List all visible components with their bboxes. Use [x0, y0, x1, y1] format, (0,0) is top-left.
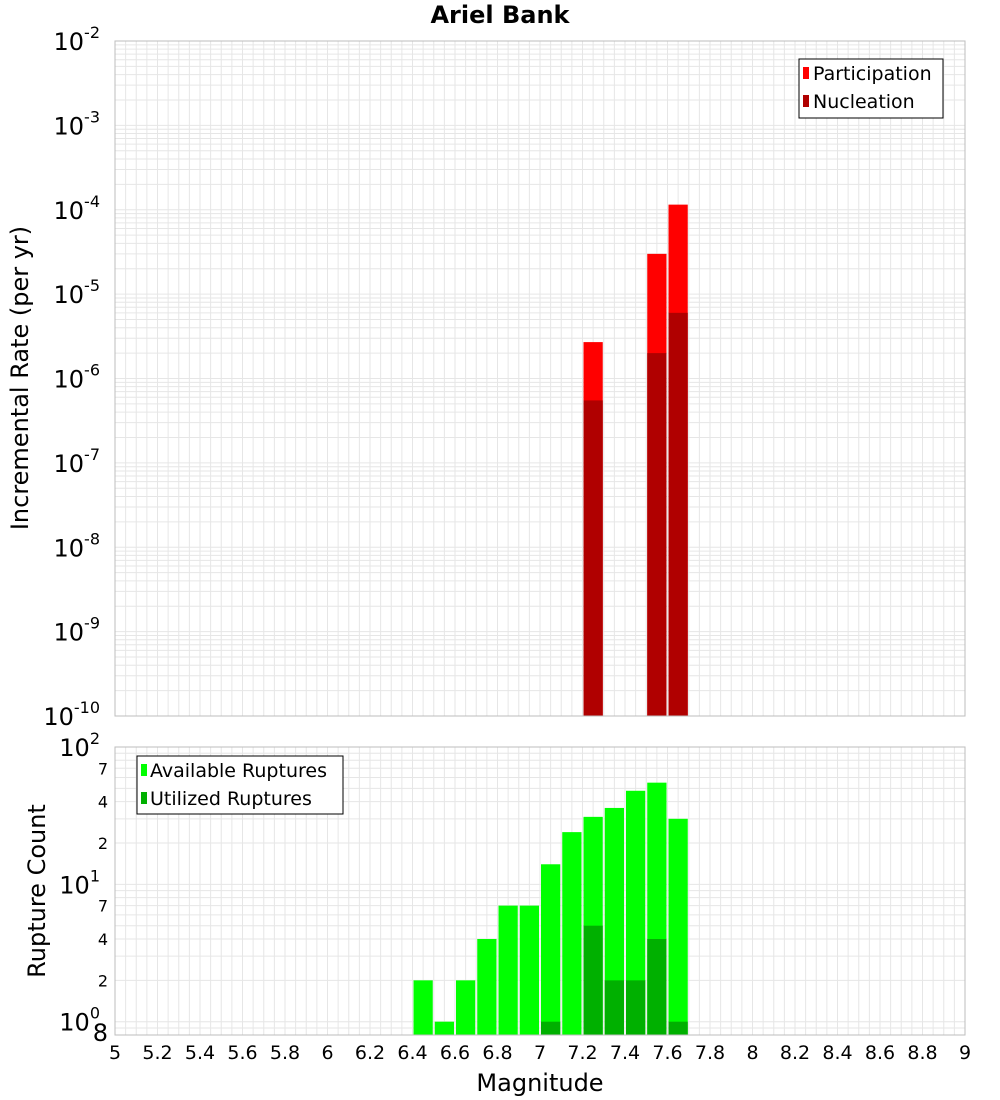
x-tick-label: 8.8: [907, 1042, 937, 1064]
rate-y-tick-label: 10-4: [54, 192, 101, 225]
x-tick-label: 7.2: [567, 1042, 597, 1064]
count-legend-label: Utilized Ruptures: [150, 788, 312, 810]
rate-y-tick-labels: 10-10 10-9 10-8 10-7 10-6 10-5 10-4 10-3 10-2: [43, 23, 100, 731]
x-tick-label: 8.4: [822, 1042, 852, 1064]
rate-legend-swatch: [803, 67, 809, 79]
rate-bars: [583, 204, 688, 717]
rate-y-tick-label: 10-6: [54, 361, 101, 394]
x-tick-label: 8.2: [780, 1042, 810, 1064]
count-y-minor-label: 7: [98, 897, 108, 916]
x-tick-label: 6.4: [397, 1042, 427, 1064]
rate-y-axis-label: Incremental Rate (per yr): [6, 226, 34, 530]
x-tick-label: 7.8: [695, 1042, 725, 1064]
available-ruptures-bar: [541, 864, 561, 1035]
count-legend-swatch: [141, 792, 147, 804]
count-legend: Available Ruptures Utilized Ruptures: [136, 755, 344, 815]
available-ruptures-bar: [519, 905, 539, 1035]
utilized-ruptures-bar: [604, 980, 624, 1035]
x-tick-label: 7.6: [652, 1042, 682, 1064]
available-ruptures-bar: [413, 980, 433, 1035]
count-y-minor-label: 7: [98, 759, 108, 778]
rate-legend-swatch: [803, 95, 809, 107]
utilized-ruptures-bar: [647, 939, 667, 1035]
rate-legend-label: Participation: [813, 63, 932, 85]
x-tick-label: 5.2: [142, 1042, 172, 1064]
count-y-minor-label: 2: [98, 834, 108, 853]
count-y-axis-label: Rupture Count: [23, 804, 51, 978]
rate-y-tick-label: 10-2: [54, 23, 101, 56]
x-tick-labels: 5 5.2 5.4 5.6 5.8 6 6.2 6.4 6.6 6.8 7 7.2 7.4 7.6 7.8 8…: [109, 1042, 971, 1064]
count-legend-box: [136, 755, 344, 815]
available-ruptures-bar: [477, 939, 497, 1035]
available-ruptures-bar: [562, 832, 582, 1035]
count-plot-frame: [114, 746, 966, 1036]
available-ruptures-bar: [498, 905, 518, 1035]
nucleation-bar: [647, 353, 667, 716]
rate-y-tick-label: 10-5: [54, 276, 101, 309]
available-ruptures-bar: [456, 980, 476, 1035]
count-y-minor-label: 2: [98, 971, 108, 990]
x-tick-label: 6.6: [440, 1042, 470, 1064]
utilized-ruptures-bar: [583, 925, 603, 1035]
count-y-tick-labels: 100 101 102 8 2 4 7 2 4 7: [59, 729, 108, 1047]
x-tick-label: 9: [959, 1042, 971, 1064]
count-y-tick-label: 101: [59, 866, 100, 899]
x-tick-label: 5: [109, 1042, 121, 1064]
rate-legend-box: [798, 58, 944, 119]
rate-y-tick-label: 10-3: [54, 107, 101, 140]
count-panel: 100 101 102 8 2 4 7 2 4 7 Rupture Count Available…: [23, 729, 966, 1047]
count-y-tick-label: 102: [59, 729, 100, 762]
x-tick-label: 5.6: [227, 1042, 257, 1064]
nucleation-bar: [583, 400, 603, 716]
rate-plot-frame: [114, 40, 966, 717]
x-tick-label: 8: [746, 1042, 758, 1064]
rate-y-tick-label: 10-10: [43, 698, 100, 731]
utilized-ruptures-bar: [541, 1021, 561, 1035]
chart-title: Ariel Bank: [430, 1, 570, 29]
x-axis-label: Magnitude: [476, 1069, 603, 1097]
x-tick-label: 5.4: [185, 1042, 215, 1064]
rate-legend: Participation Nucleation: [798, 58, 944, 119]
x-tick-label: 6: [321, 1042, 333, 1064]
utilized-ruptures-bar: [668, 1021, 688, 1035]
x-tick-label: 7.4: [610, 1042, 640, 1064]
x-tick-label: 8.6: [865, 1042, 895, 1064]
count-y-tick-label: 100: [59, 1004, 100, 1037]
available-ruptures-bar: [626, 790, 646, 1035]
count-y-minor-label: 4: [98, 793, 108, 812]
nucleation-bar: [668, 312, 688, 716]
count-bars: [413, 782, 688, 1035]
rate-legend-label: Nucleation: [813, 91, 915, 113]
count-y-minor-label: 8: [93, 1019, 108, 1047]
rate-y-tick-label: 10-8: [54, 529, 101, 562]
available-ruptures-bar: [434, 1021, 454, 1035]
count-y-minor-label: 4: [98, 930, 108, 949]
utilized-ruptures-bar: [626, 980, 646, 1035]
rate-gridlines: [114, 41, 966, 717]
available-ruptures-bar: [604, 807, 624, 1035]
available-ruptures-bar: [668, 818, 688, 1035]
count-legend-label: Available Ruptures: [150, 760, 327, 782]
rate-y-tick-label: 10-7: [54, 445, 101, 478]
rate-panel: 10-10 10-9 10-8 10-7 10-6 10-5 10-4 10-3 10-2 In…: [6, 23, 966, 731]
count-legend-swatch: [141, 764, 147, 776]
x-tick-label: 6.8: [482, 1042, 512, 1064]
x-tick-label: 5.8: [270, 1042, 300, 1064]
rate-y-tick-label: 10-9: [54, 614, 101, 647]
x-tick-label: 6.2: [355, 1042, 385, 1064]
x-tick-label: 7: [534, 1042, 546, 1064]
